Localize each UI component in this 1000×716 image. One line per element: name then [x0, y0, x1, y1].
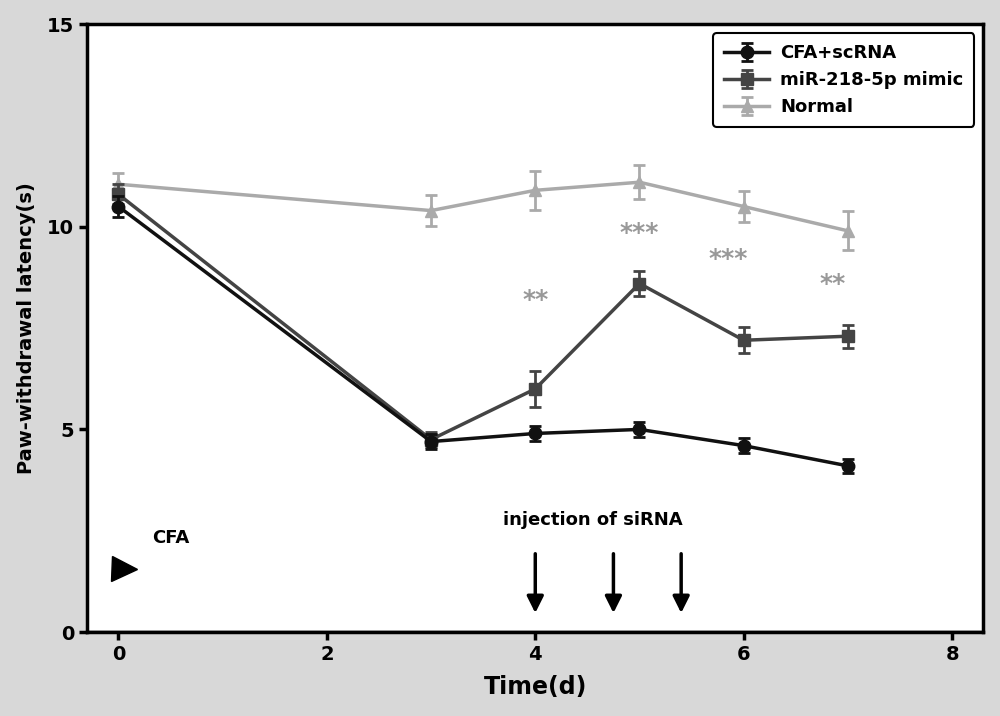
Text: **: **: [522, 288, 548, 311]
Text: CFA: CFA: [152, 529, 189, 547]
Text: ***: ***: [620, 221, 659, 245]
Y-axis label: Paw-withdrawal latency(s): Paw-withdrawal latency(s): [17, 183, 36, 474]
Text: **: **: [819, 271, 845, 296]
Text: ***: ***: [708, 247, 748, 271]
Legend: CFA+scRNA, miR-218-5p mimic, Normal: CFA+scRNA, miR-218-5p mimic, Normal: [713, 33, 974, 127]
Text: injection of siRNA: injection of siRNA: [503, 511, 682, 528]
X-axis label: Time(d): Time(d): [484, 675, 587, 700]
